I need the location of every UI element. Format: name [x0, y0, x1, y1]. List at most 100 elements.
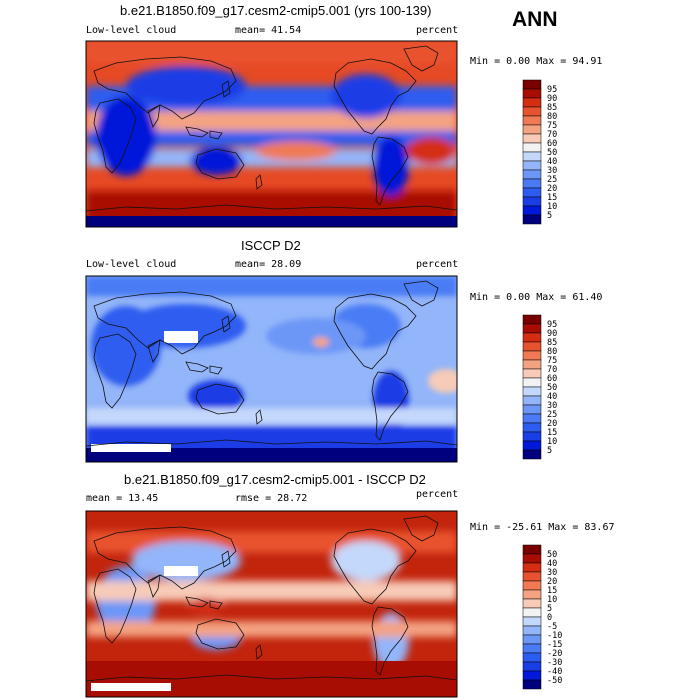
colorbar-swatch [522, 169, 542, 180]
panel-2-units-label: percent [416, 259, 459, 270]
panel-2-title: ISCCP D2 [241, 238, 301, 253]
colorbar-swatch [522, 205, 542, 216]
colorbar-tick-label: 10 [547, 202, 557, 212]
colorbar-tick-label: 60 [547, 139, 557, 149]
colorbar-tick-label: 5 [547, 211, 552, 221]
colorbar-swatch [522, 332, 542, 343]
colorbar-tick-label: 15 [547, 428, 557, 438]
colorbar-swatch [522, 377, 542, 388]
colorbar-tick-label: 15 [547, 193, 557, 203]
colorbar-swatch [522, 115, 542, 126]
colorbar-tick-label: 90 [547, 94, 557, 104]
colorbar-tick-label: 80 [547, 347, 557, 357]
panel-2-min-max: Min = 0.00 Max = 61.40 [470, 292, 603, 303]
colorbar-swatch [522, 395, 542, 406]
colorbar-tick-label: 20 [547, 419, 557, 429]
colorbar-tick-label: 25 [547, 410, 557, 420]
colorbar-swatch [522, 679, 542, 690]
colorbar-tick-label: 30 [547, 401, 557, 411]
colorbar-swatch [522, 440, 542, 451]
colorbar-swatch [522, 589, 542, 600]
colorbar-swatch [522, 133, 542, 144]
colorbar-tick-label: -5 [547, 622, 557, 632]
colorbar-tick-label: 40 [547, 392, 557, 402]
panel-2-frame [85, 275, 458, 463]
colorbar-swatch [522, 580, 542, 591]
panel-1-mean-label: mean= 41.54 [235, 25, 302, 36]
colorbar-swatch [522, 350, 542, 361]
panel-1-title: b.e21.B1850.f09_g17.cesm2-cmip5.001 (yrs… [120, 3, 432, 18]
panel-3-units-label: percent [416, 489, 459, 500]
colorbar-tick-label: 20 [547, 184, 557, 194]
colorbar-swatch [522, 160, 542, 171]
colorbar-tick-label: 95 [547, 320, 557, 330]
colorbar-tick-label: -10 [547, 631, 562, 641]
colorbar-swatch [522, 616, 542, 627]
colorbar-tick-label: 40 [547, 157, 557, 167]
colorbar-tick-label: 5 [547, 446, 552, 456]
colorbar-tick-label: 20 [547, 577, 557, 587]
colorbar-swatch [522, 634, 542, 645]
colorbar-swatch [522, 652, 542, 663]
colorbar-tick-label: 50 [547, 148, 557, 158]
panel-3-rmse-label: rmse = 28.72 [235, 493, 308, 504]
colorbar-swatch [522, 553, 542, 564]
colorbar-swatch [522, 196, 542, 207]
colorbar-tick-label: 15 [547, 586, 557, 596]
colorbar-tick-label: 85 [547, 103, 557, 113]
colorbar-swatch [522, 178, 542, 189]
colorbar-tick-label: 30 [547, 568, 557, 578]
panel-1-frame [85, 40, 458, 228]
colorbar-swatch [522, 431, 542, 442]
colorbar-swatch [522, 341, 542, 352]
panel-3-mean-label: mean = 13.45 [86, 493, 159, 504]
colorbar-tick-label: 25 [547, 175, 557, 185]
panel-3-title: b.e21.B1850.f09_g17.cesm2-cmip5.001 - IS… [124, 472, 426, 487]
colorbar-swatch [522, 314, 542, 325]
colorbar-swatch [522, 124, 542, 135]
panel-3-frame [85, 510, 458, 698]
colorbar-tick-label: 5 [547, 604, 552, 614]
colorbar-tick-label: 10 [547, 437, 557, 447]
colorbar-swatch [522, 404, 542, 415]
colorbar-tick-label: -20 [547, 649, 562, 659]
colorbar-swatch [522, 97, 542, 108]
colorbar-tick-label: -30 [547, 658, 562, 668]
panel-2-mean-label: mean= 28.09 [235, 259, 302, 270]
colorbar-swatch [522, 661, 542, 672]
colorbar-tick-label: 10 [547, 595, 557, 605]
colorbar-swatch [522, 368, 542, 379]
colorbar-tick-label: 30 [547, 166, 557, 176]
panel-1-units-label: percent [416, 25, 459, 36]
colorbar-tick-label: 90 [547, 329, 557, 339]
panel-1-min-max: Min = 0.00 Max = 94.91 [470, 56, 603, 67]
colorbar-tick-label: 50 [547, 383, 557, 393]
panel-1-map [86, 41, 457, 227]
colorbar-swatch [522, 106, 542, 117]
colorbar-swatch [522, 422, 542, 433]
colorbar-swatch [522, 449, 542, 460]
panel-2-variable-label: Low-level cloud [86, 259, 177, 270]
colorbar-tick-label: 95 [547, 85, 557, 95]
colorbar-swatch [522, 413, 542, 424]
panel-2-map [86, 276, 457, 462]
colorbar-swatch [522, 571, 542, 582]
colorbar-tick-label: -50 [547, 676, 562, 686]
colorbar-swatch [522, 88, 542, 99]
season-label: ANN [512, 8, 558, 31]
colorbar-tick-label: 75 [547, 121, 557, 131]
colorbar-tick-label: 50 [547, 550, 557, 560]
colorbar-swatch [522, 151, 542, 162]
colorbar-tick-label: 70 [547, 365, 557, 375]
colorbar-tick-label: 0 [547, 613, 552, 623]
colorbar-tick-label: 75 [547, 356, 557, 366]
panel-3-min-max: Min = -25.61 Max = 83.67 [470, 522, 615, 533]
colorbar-swatch [522, 187, 542, 198]
colorbar-swatch [522, 386, 542, 397]
colorbar-swatch [522, 643, 542, 654]
colorbar-swatch [522, 598, 542, 609]
colorbar-tick-label: 70 [547, 130, 557, 140]
